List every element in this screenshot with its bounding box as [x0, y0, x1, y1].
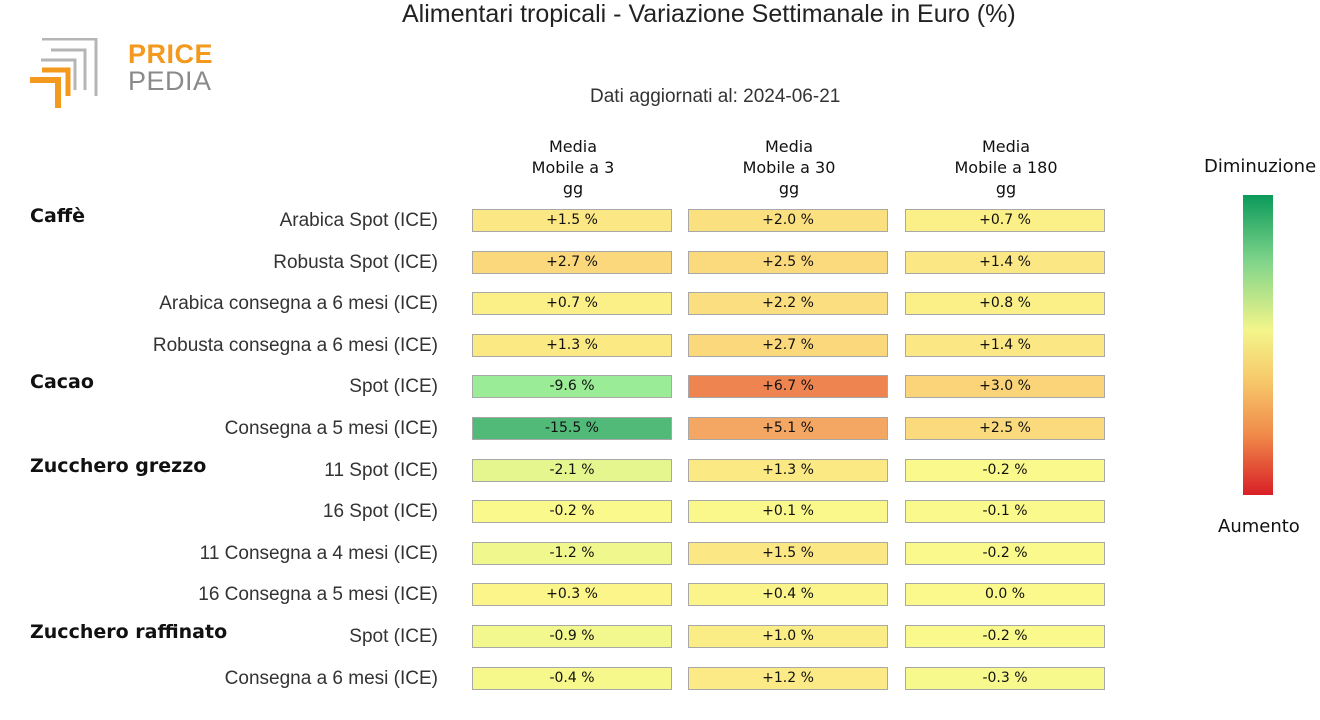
- column-header-line: Mobile a 3: [531, 158, 615, 177]
- heatmap-cell: +2.0 %: [688, 209, 888, 232]
- heatmap-cell: +1.3 %: [472, 333, 672, 357]
- column-header-line: Mobile a 180: [954, 158, 1058, 177]
- column-header-line: gg: [562, 179, 584, 198]
- heatmap-cell: +1.2 %: [688, 666, 888, 690]
- row-label: Arabica Spot (ICE): [279, 210, 438, 231]
- heatmap-cell: +2.5 %: [905, 417, 1105, 440]
- row-label: 16 Spot (ICE): [322, 501, 438, 523]
- heatmap-cell: +1.0 %: [688, 625, 888, 648]
- heatmap-cell: +0.7 %: [472, 292, 672, 316]
- group-label: Caffè: [30, 205, 86, 227]
- heatmap-cell: +3.0 %: [905, 375, 1105, 399]
- row-label: Consegna a 6 mesi (ICE): [224, 667, 438, 689]
- legend-bottom-label: Aumento: [1218, 516, 1300, 537]
- chart-title: Alimentari tropicali - Variazione Settim…: [402, 0, 1016, 28]
- group-label: Cacao: [30, 371, 94, 394]
- heatmap-cell: -9.6 %: [472, 375, 672, 399]
- row-label: 11 Spot (ICE): [324, 459, 438, 481]
- heatmap-cell: +1.5 %: [472, 209, 672, 232]
- logo-text-price: PRICE: [128, 39, 214, 69]
- heatmap-cell: +0.3 %: [472, 583, 672, 607]
- column-header-line: Media: [764, 137, 814, 156]
- logo-mark-icon: [30, 37, 98, 108]
- column-header-ma3: Media Mobile a 3 gg: [472, 136, 674, 199]
- heatmap-cell: +0.4 %: [688, 583, 888, 607]
- heatmap-cell: +1.4 %: [905, 250, 1105, 274]
- color-scale-bar: [1243, 195, 1273, 495]
- column-header-ma180: Media Mobile a 180 gg: [905, 136, 1107, 199]
- row-label: 16 Consegna a 5 mesi (ICE): [198, 584, 438, 606]
- heatmap-cell: -0.2 %: [905, 458, 1105, 482]
- heatmap-cell: +1.4 %: [905, 333, 1105, 357]
- column-header-line: Media: [981, 137, 1031, 156]
- heatmap-cell: -0.2 %: [472, 500, 672, 524]
- heatmap-cell: -0.2 %: [905, 625, 1105, 648]
- heatmap-cell: -15.5 %: [472, 417, 672, 440]
- heatmap-cell: -0.2 %: [905, 541, 1105, 565]
- heatmap-cell: -2.1 %: [472, 458, 672, 482]
- row-label: Robusta consegna a 6 mesi (ICE): [152, 334, 438, 356]
- column-header-ma30: Media Mobile a 30 gg: [688, 136, 890, 199]
- heatmap-cell: +1.5 %: [688, 541, 888, 565]
- group-label: Zucchero raffinato: [30, 621, 228, 643]
- legend-top-label: Diminuzione: [1204, 156, 1317, 177]
- logo-text-pedia: PEDIA: [128, 66, 212, 96]
- heatmap-cell: +0.7 %: [905, 209, 1105, 232]
- heatmap-cell: +2.7 %: [472, 250, 672, 274]
- heatmap-cell: +1.3 %: [688, 458, 888, 482]
- heatmap-cell: +2.7 %: [688, 333, 888, 357]
- row-label: Robusta Spot (ICE): [273, 251, 438, 273]
- row-label: Consegna a 5 mesi (ICE): [224, 418, 438, 439]
- heatmap-cell: +0.1 %: [688, 500, 888, 524]
- heatmap-cell: -0.1 %: [905, 500, 1105, 524]
- column-header-line: Media: [548, 137, 598, 156]
- heatmap-cell: -1.2 %: [472, 541, 672, 565]
- heatmap-cell: -0.3 %: [905, 666, 1105, 690]
- heatmap-cell: +2.2 %: [688, 292, 888, 316]
- heatmap-cell: +6.7 %: [688, 375, 888, 399]
- heatmap-cell: -0.4 %: [472, 666, 672, 690]
- group-label: Zucchero grezzo: [30, 454, 207, 477]
- heatmap-cell: -0.9 %: [472, 625, 672, 648]
- chart-subtitle: Dati aggiornati al: 2024-06-21: [590, 86, 841, 107]
- row-label: Spot (ICE): [349, 376, 438, 398]
- row-label: 11 Consegna a 4 mesi (ICE): [199, 542, 438, 564]
- column-header-line: gg: [995, 179, 1017, 198]
- column-header-line: gg: [778, 179, 800, 198]
- heatmap-cell: +5.1 %: [688, 417, 888, 440]
- heatmap-cell: +0.8 %: [905, 292, 1105, 316]
- heatmap-cell: 0.0 %: [905, 583, 1105, 607]
- row-label: Spot (ICE): [349, 626, 438, 647]
- row-label: Arabica consegna a 6 mesi (ICE): [159, 293, 438, 315]
- column-header-line: Mobile a 30: [742, 158, 836, 177]
- pricepedia-logo: PRICE PEDIA: [28, 37, 213, 110]
- heatmap-cell: +2.5 %: [688, 250, 888, 274]
